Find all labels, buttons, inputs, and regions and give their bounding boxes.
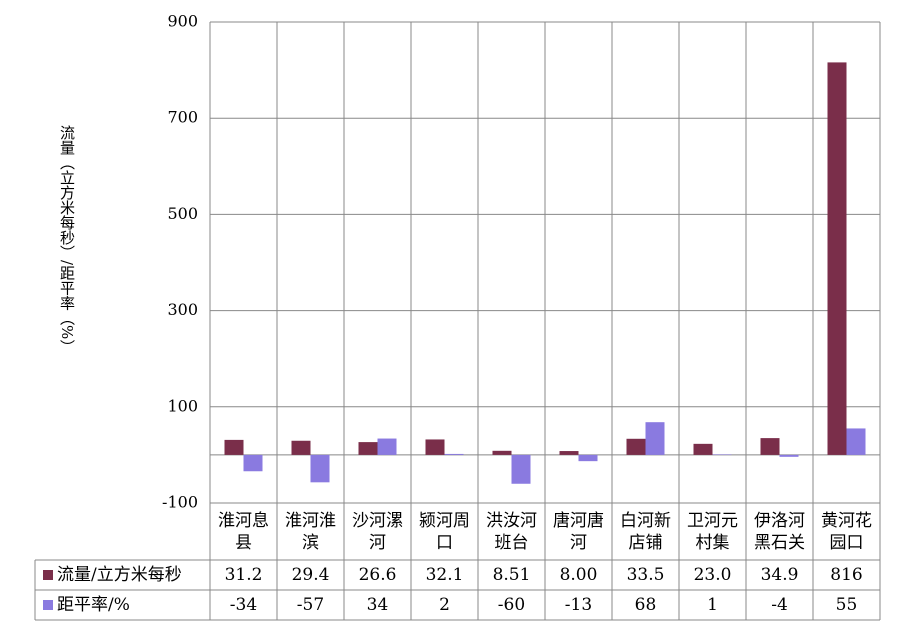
category-label: 卫河元村集 (687, 510, 738, 553)
legend-label: 距平率/% (57, 595, 130, 615)
bar (760, 438, 780, 455)
bar (291, 440, 311, 455)
bar (511, 454, 531, 484)
table-value: -60 (497, 595, 526, 615)
table-value: 2 (439, 595, 450, 615)
category-label: 唐河唐河 (553, 510, 604, 553)
category-label: 淮河息县 (218, 510, 269, 553)
table-value: 8.51 (492, 565, 531, 585)
y-axis-label: 流量（立方米每秒）/距平率（%） (58, 125, 76, 355)
y-tick-label: 300 (167, 300, 198, 319)
category-label: 黄河花园口 (821, 510, 872, 553)
category-label: 沙河漯河 (352, 510, 403, 553)
bar (693, 443, 713, 455)
y-tick-label: -100 (162, 493, 198, 512)
bar (310, 454, 330, 483)
table-value: 816 (830, 565, 863, 585)
bar (377, 438, 397, 455)
table-value: 8.00 (559, 565, 598, 585)
table-value: 34.9 (760, 565, 799, 585)
bar (425, 439, 445, 455)
legend-marker (43, 600, 53, 610)
y-tick-label: 900 (167, 12, 198, 31)
bar (224, 439, 244, 455)
table-value: 33.5 (626, 565, 665, 585)
category-label: 颍河周口 (419, 510, 470, 553)
bar (827, 62, 847, 455)
table-value: 26.6 (358, 565, 397, 585)
table-value: 31.2 (224, 565, 263, 585)
table-value: -34 (229, 595, 258, 615)
bar (444, 453, 464, 455)
bar (578, 454, 598, 462)
category-label: 淮河淮滨 (285, 510, 336, 553)
bar (492, 450, 512, 455)
table-value: 32.1 (425, 565, 464, 585)
table-value: 1 (707, 595, 718, 615)
table-value: -4 (771, 595, 788, 615)
table-value: 23.0 (693, 565, 732, 585)
bar (779, 454, 799, 457)
y-tick-label: 500 (167, 204, 198, 223)
category-label: 伊洛河黑石关 (754, 510, 805, 553)
legend-label: 流量/立方米每秒 (57, 565, 182, 585)
table-value: 29.4 (291, 565, 330, 585)
legend-marker (43, 570, 53, 580)
table-value: 55 (835, 595, 858, 615)
y-tick-label: 100 (167, 396, 198, 415)
category-label: 洪汝河班台 (486, 510, 537, 553)
bar (243, 454, 263, 472)
bar (626, 438, 646, 455)
table-value: -13 (564, 595, 593, 615)
y-tick-label: 700 (167, 108, 198, 127)
table-value: -57 (296, 595, 325, 615)
bar (559, 451, 579, 455)
table-value: 34 (366, 595, 389, 615)
bar (846, 428, 866, 455)
bar (358, 442, 378, 455)
table-value: 68 (634, 595, 657, 615)
category-label: 白河新店铺 (620, 510, 671, 553)
bar (645, 422, 665, 455)
